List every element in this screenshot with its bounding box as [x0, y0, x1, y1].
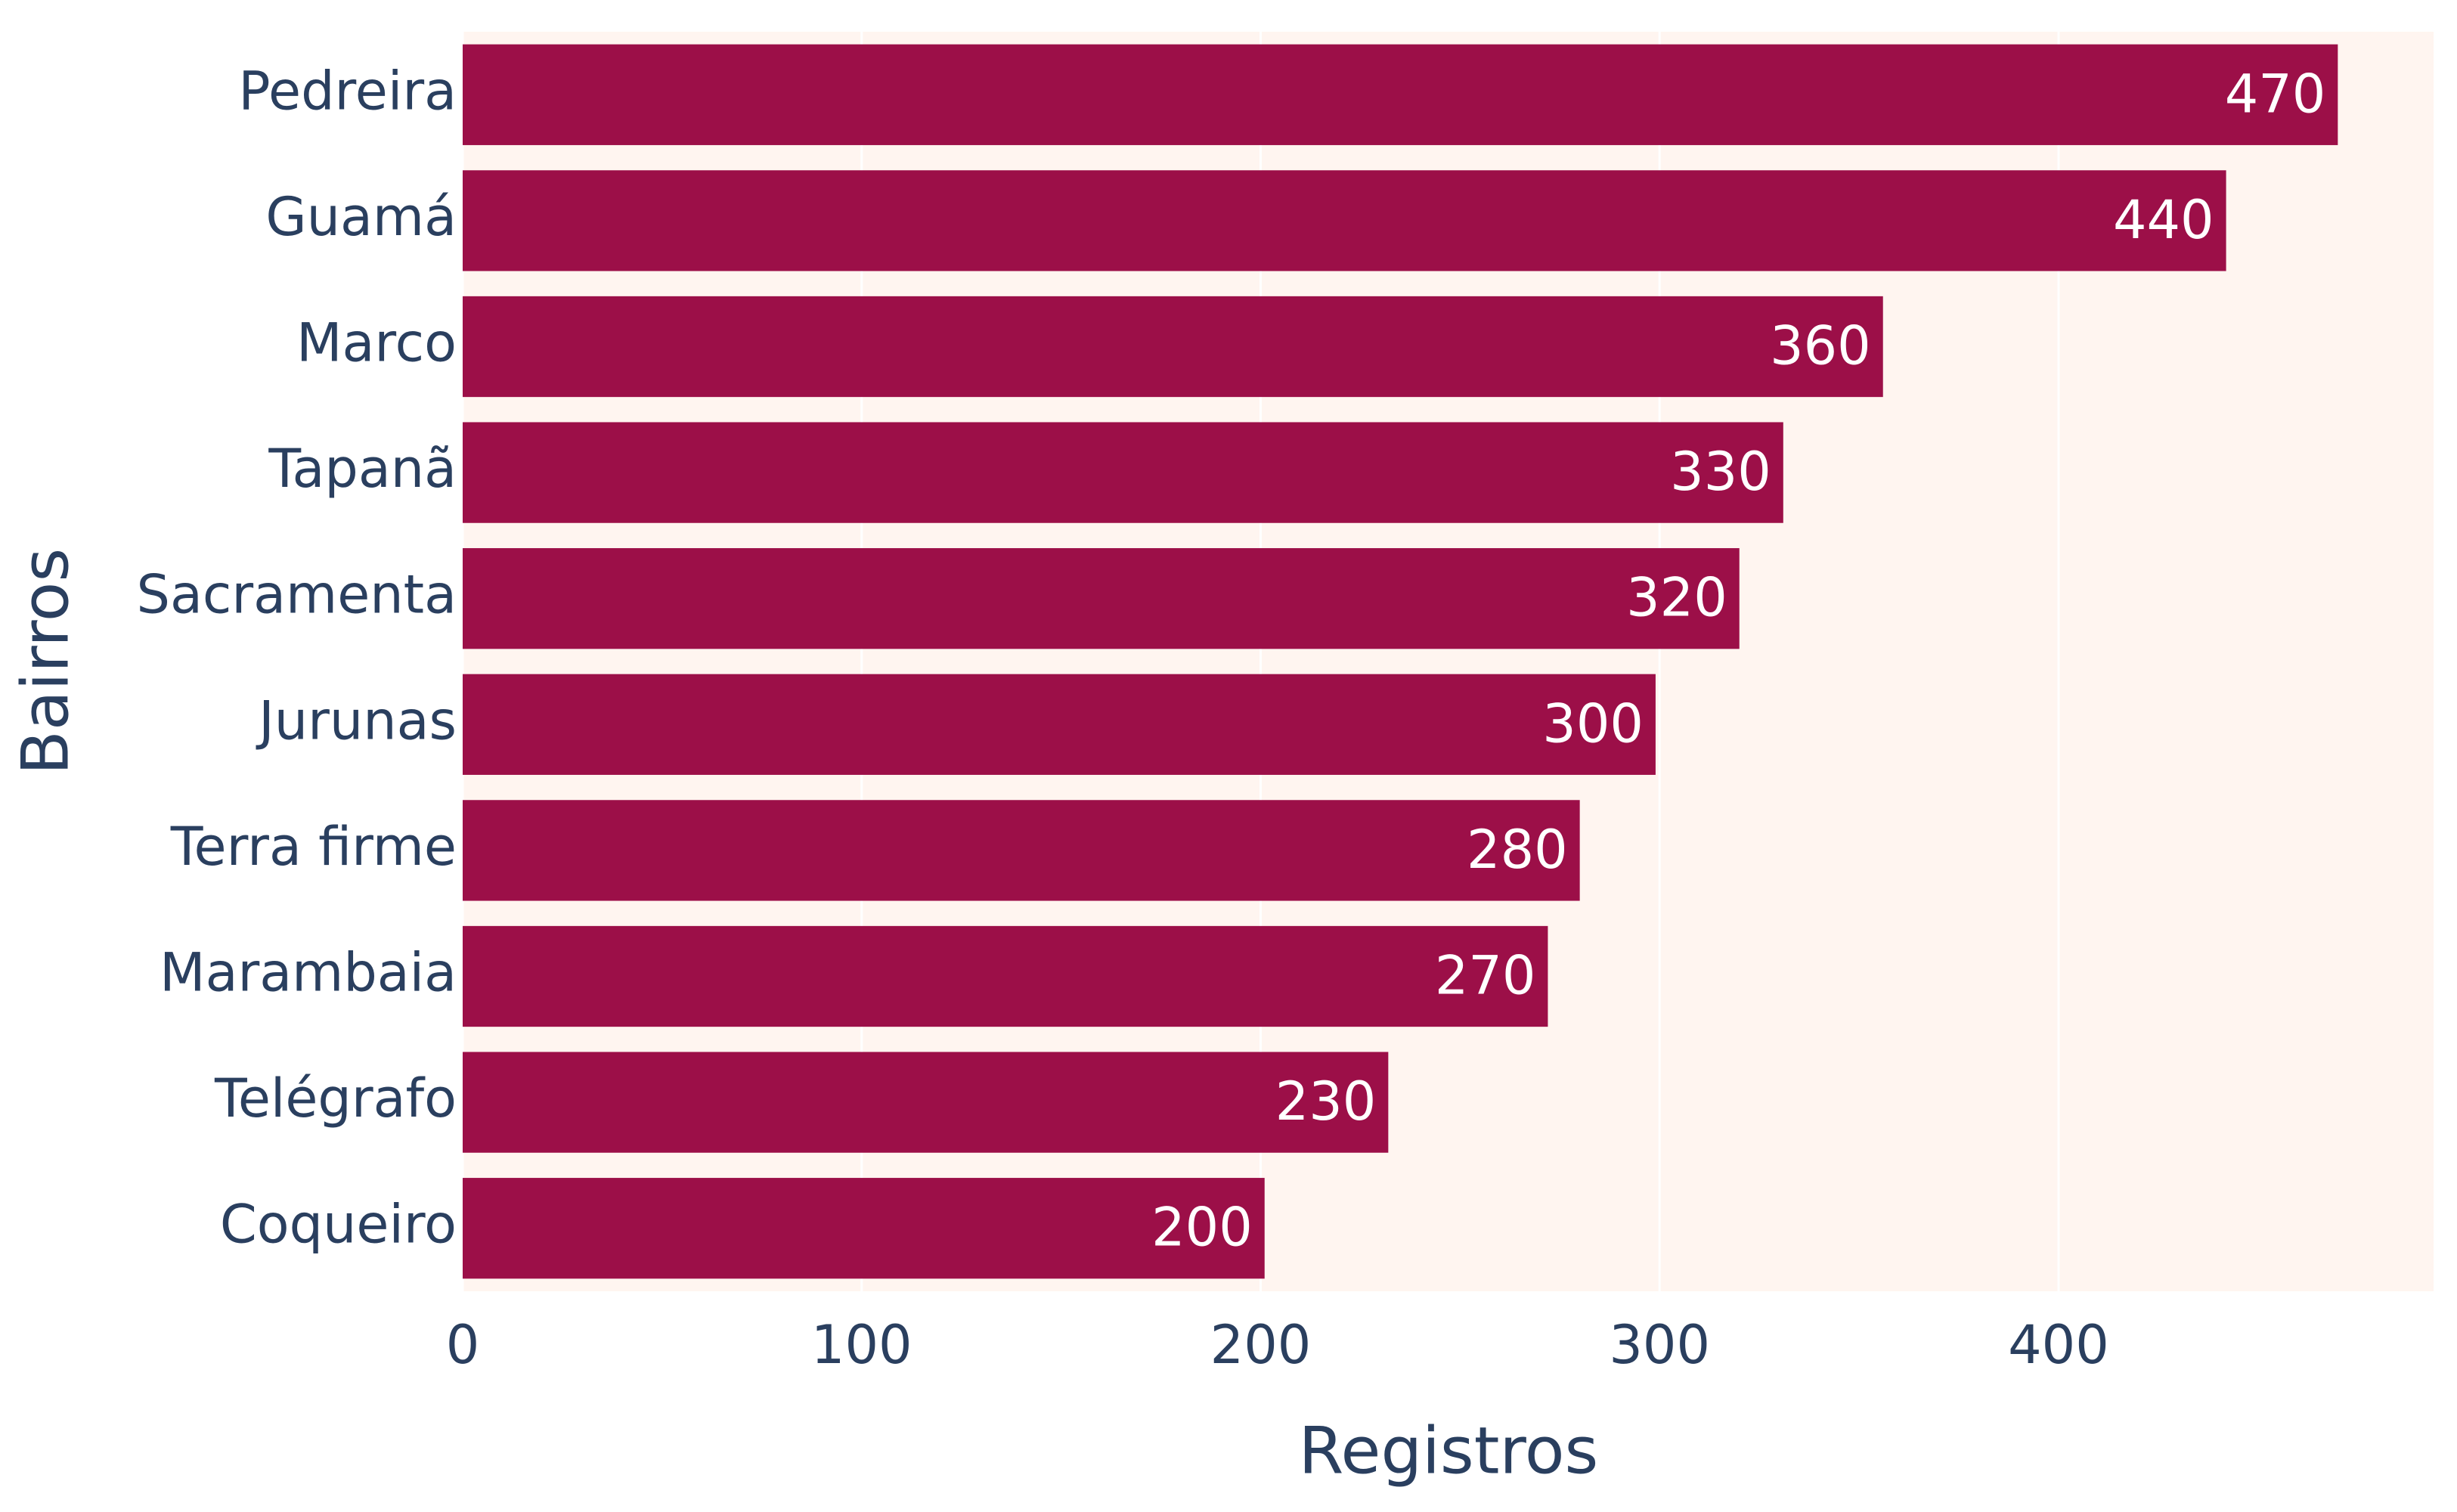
y-axis-title: Bairros [8, 548, 83, 775]
bar [463, 548, 1740, 649]
y-tick-label: Coqueiro [220, 1194, 457, 1256]
data-label: 320 [1626, 567, 1727, 629]
data-label: 470 [2225, 63, 2326, 125]
y-tick-label: Sacramenta [137, 564, 457, 626]
data-label: 440 [2113, 189, 2214, 251]
data-label: 330 [1670, 441, 1771, 503]
y-tick-label: Marco [296, 312, 457, 374]
data-label: 230 [1275, 1070, 1377, 1132]
bar [463, 1052, 1389, 1153]
bar [463, 44, 2338, 145]
data-label: 300 [1542, 692, 1644, 754]
y-tick-label: Pedreira [238, 60, 457, 122]
data-label: 360 [1770, 315, 1871, 377]
bar [463, 800, 1580, 901]
data-label: 200 [1151, 1197, 1253, 1259]
y-tick-label: Guamá [265, 186, 457, 248]
x-tick-label: 300 [1609, 1314, 1710, 1376]
bar [463, 1178, 1265, 1279]
bar [463, 296, 1883, 398]
data-label: 270 [1435, 945, 1536, 1007]
y-tick-label: Jurunas [256, 689, 457, 751]
x-tick-label: 0 [446, 1314, 480, 1376]
bar [463, 170, 2226, 271]
x-tick-label: 100 [811, 1314, 912, 1376]
bar [463, 674, 1656, 775]
data-label: 280 [1467, 819, 1568, 881]
y-tick-label: Terra firme [170, 816, 457, 878]
y-tick-label: Marambaia [160, 942, 457, 1004]
y-tick-label: Tapanã [268, 438, 457, 500]
bar [463, 422, 1783, 523]
x-axis-title: Registros [1299, 1413, 1599, 1489]
y-tick-label: Telégrafo [214, 1067, 457, 1129]
x-tick-label: 200 [1210, 1314, 1312, 1376]
bar [463, 925, 1548, 1027]
x-tick-label: 400 [2008, 1314, 2109, 1376]
